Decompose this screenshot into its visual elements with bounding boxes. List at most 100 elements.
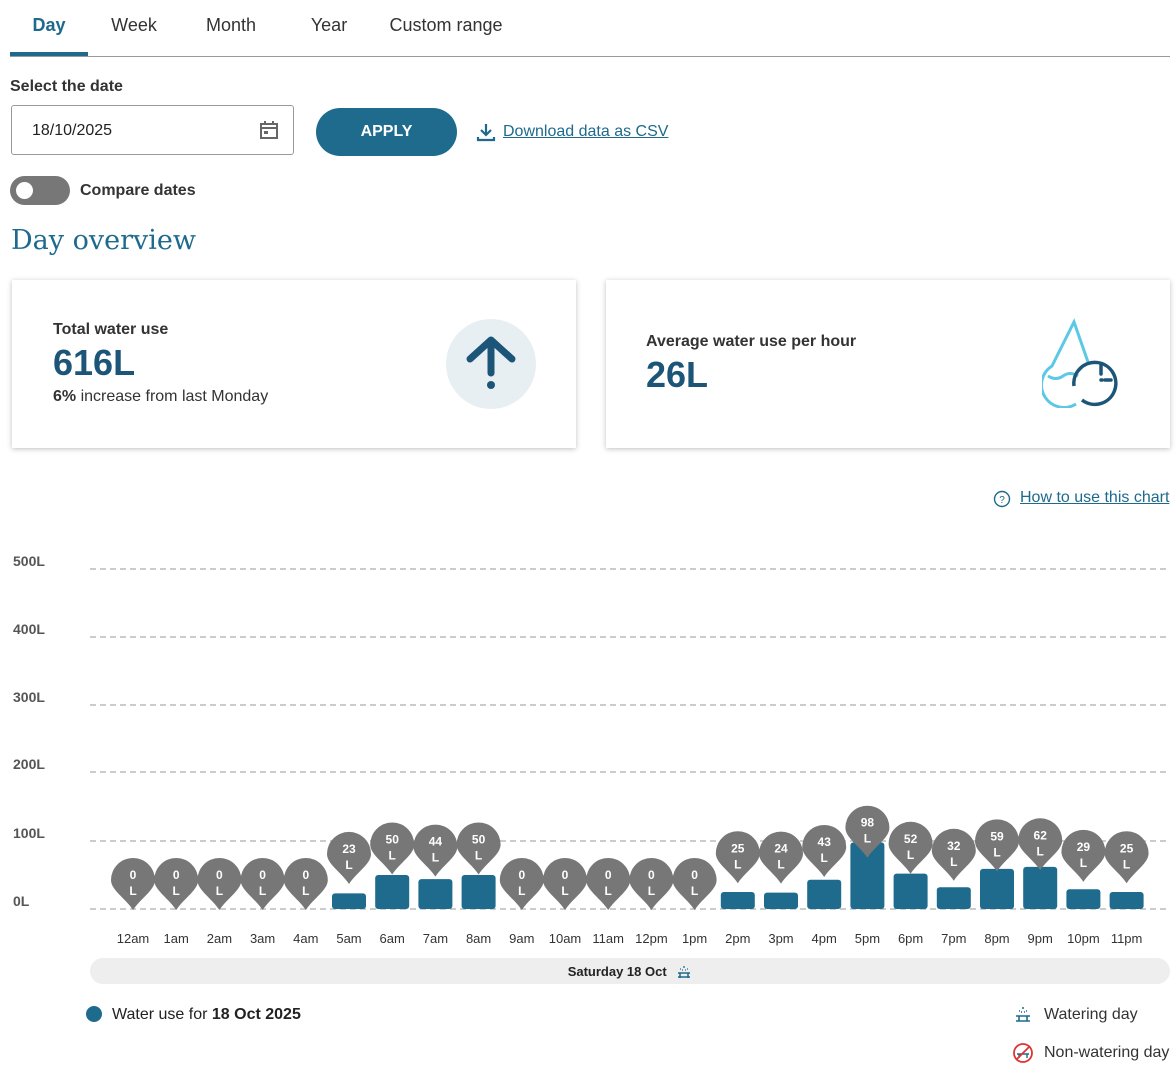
tab-day[interactable]: Day [10,0,88,56]
bar[interactable] [850,842,885,909]
calendar-icon[interactable] [259,120,279,140]
x-tick-label: 4am [293,931,318,946]
tab-year[interactable]: Year [310,15,348,35]
pin-unit: L [993,845,1000,859]
pin-value: 0 [173,868,180,882]
pin-value: 98 [861,816,875,830]
total-value: 616L [53,342,136,383]
card-title: Total water use [53,321,169,338]
pin-value: 50 [386,833,400,847]
pin-unit: L [648,884,655,898]
pin-unit: L [950,855,957,869]
pin-unit: L [821,851,828,865]
x-tick-label: 11pm [1111,931,1143,946]
value-pin: 0L [499,858,544,910]
apply-button[interactable]: APPLY [316,108,457,156]
value-pin: 0L [111,858,155,910]
value-pin: 25 L [1104,831,1149,884]
water-use-chart: 0L100L200L300L400L500L0L12am0L1am0L2am0L… [13,553,1170,946]
x-tick-label: 9am [509,931,534,946]
bar[interactable] [1109,892,1144,909]
x-axis-date-bar: Saturday 18 Oct [90,958,1170,984]
date-value: 18/10/2025 [32,122,113,139]
value-pin: 0L [543,858,587,910]
pin-unit: L [907,848,914,862]
pin-value: 25 [731,841,745,855]
change-text: 6% increase from last Monday [53,388,268,406]
date-label: Select the date [10,78,123,95]
bar[interactable] [936,887,971,909]
pin-unit: L [605,884,612,898]
pin-unit: L [864,832,871,846]
pin-value: 52 [904,832,918,846]
pin-unit: L [518,884,525,898]
watering-day-icon [1016,1007,1030,1022]
bar[interactable] [893,873,928,909]
bar[interactable] [807,879,842,909]
legend-date: 18 Oct 2025 [211,1006,301,1023]
average-value: 26L [646,354,709,395]
value-pin: 50 L [370,822,415,875]
bar[interactable] [1023,866,1058,909]
value-pin: 0L [197,858,242,910]
pin-unit: L [1080,856,1087,870]
tab-custom-range[interactable]: Custom range [389,15,503,35]
pin-value: 0 [259,868,266,882]
x-tick-label: 12pm [635,931,668,946]
bar[interactable] [375,875,410,909]
y-tick-label: 100L [13,825,45,841]
pin-value: 0 [648,868,655,882]
x-tick-label: 7pm [941,931,966,946]
tab-week[interactable]: Week [111,15,157,35]
how-to-use-chart-link[interactable]: How to use this chart [1020,489,1170,506]
x-tick-label: 2am [207,931,232,946]
pin-value: 32 [947,839,961,853]
y-tick-label: 400L [13,621,45,637]
legend-water-use: Water use for 18 Oct 2025 [112,1006,301,1024]
value-pin: 59 L [975,819,1019,872]
value-pin: 29 L [1061,829,1106,882]
bar[interactable] [764,892,798,909]
legend-swatch [86,1006,102,1022]
legend-non-watering-day: Non-watering day [1044,1044,1170,1061]
x-tick-label: 4pm [812,931,837,946]
bar[interactable] [980,868,1014,909]
pin-value: 43 [818,835,832,849]
value-pin: 0L [154,858,199,910]
pin-value: 0 [605,868,612,882]
period-tabs: Day Week Month Year Custom range [10,0,1170,57]
x-tick-label: 5pm [855,931,880,946]
bar[interactable] [720,892,755,909]
y-tick-label: 500L [13,553,45,569]
bar[interactable] [1066,889,1101,909]
pin-value: 59 [990,829,1004,843]
arrow-up-icon [446,319,536,409]
pin-unit: L [389,849,396,863]
bar[interactable] [418,879,453,909]
bar[interactable] [461,875,496,909]
tab-month[interactable]: Month [205,15,257,35]
x-tick-label: 6am [380,931,405,946]
pin-unit: L [1037,844,1044,858]
pin-value: 44 [429,835,443,849]
value-pin: 50 L [456,822,501,875]
pin-unit: L [734,857,741,871]
download-csv-link[interactable]: Download data as CSV [503,123,669,140]
pin-value: 0 [130,868,137,882]
x-axis-date: Saturday 18 Oct [567,964,667,979]
pin-value: 0 [216,868,223,882]
bar[interactable] [332,893,366,909]
value-pin: 25 L [715,831,760,884]
watering-day-icon [678,966,691,978]
pin-value: 29 [1077,840,1091,854]
pin-unit: L [777,858,784,872]
value-pin: 0L [586,858,631,910]
date-input[interactable]: 18/10/2025 [11,105,294,155]
pin-unit: L [216,884,223,898]
compare-dates-toggle[interactable] [10,176,70,205]
x-tick-label: 5am [336,931,361,946]
pin-unit: L [1123,857,1130,871]
pin-value: 24 [774,842,788,856]
x-tick-label: 1pm [682,931,707,946]
download-icon [476,124,496,142]
